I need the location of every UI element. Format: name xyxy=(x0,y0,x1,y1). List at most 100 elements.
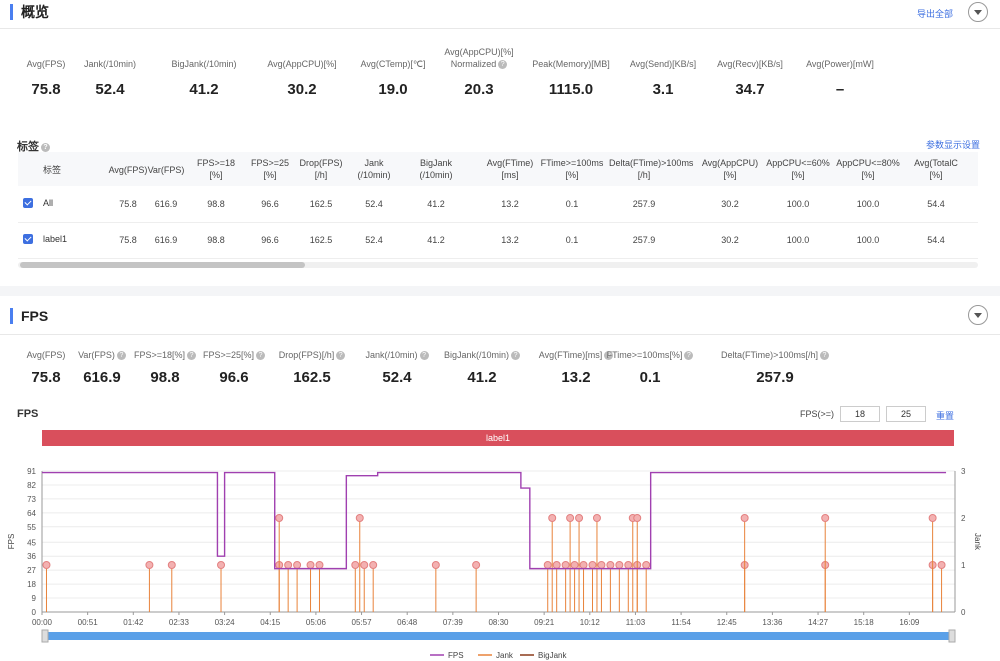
collapse-overview-button[interactable] xyxy=(968,2,988,22)
column-header-line1: Avg(FTime) xyxy=(486,158,534,168)
table-cell: 100.0 xyxy=(786,199,810,209)
jank-point xyxy=(740,514,749,522)
y-tick-label: 0 xyxy=(32,608,37,617)
reset-link[interactable]: 重置 xyxy=(935,411,954,421)
display-settings-link[interactable]: 参数显示设置 xyxy=(925,140,980,150)
jank-point xyxy=(293,561,302,569)
help-icon[interactable]: ? xyxy=(187,351,197,361)
help-icon[interactable]: ? xyxy=(684,351,694,361)
x-tick-label: 05:06 xyxy=(306,618,327,627)
metric-label: Avg(Send)[KB/s] xyxy=(629,59,697,69)
column-header[interactable]: FPS>=18 [%] xyxy=(181,157,251,181)
table-cell: 41.2 xyxy=(427,199,445,209)
help-icon[interactable]: ? xyxy=(511,351,521,361)
metric-label-text: FPS>=18[%] xyxy=(133,350,186,360)
row-checkbox[interactable] xyxy=(23,198,33,208)
table-horizontal-scrollbar[interactable] xyxy=(18,262,978,268)
metric-label: Avg(FPS) xyxy=(0,349,96,361)
fps-chart-title: FPS xyxy=(17,408,39,420)
x-tick-label: 14:27 xyxy=(808,618,829,627)
x-tick-label: 11:54 xyxy=(671,618,691,627)
x-tick-label: 04:15 xyxy=(260,618,281,627)
table-cell: 0.1 xyxy=(565,199,579,209)
table-cell: 96.6 xyxy=(261,199,279,209)
help-icon[interactable]: ? xyxy=(419,351,429,361)
metric-label-text: BigJank(/10min) xyxy=(443,350,510,360)
row-label: label1 xyxy=(43,234,68,244)
column-header[interactable]: FPS>=25 [%] xyxy=(235,157,305,181)
column-header[interactable]: Avg(AppCPU) [%] xyxy=(695,157,765,181)
column-header-line2: [%] xyxy=(791,170,805,180)
table-cell: 257.9 xyxy=(632,199,656,209)
metric-value: 30.2 xyxy=(287,81,317,98)
metric-label-sub-text: Normalized xyxy=(450,59,497,69)
jank-point xyxy=(167,561,176,569)
metric-label: Avg(AppCPU)[%] xyxy=(444,47,514,57)
table-cell: 75.8 xyxy=(119,199,137,209)
collapse-fps-button[interactable] xyxy=(968,305,988,325)
table-row[interactable]: All 75.8 616.9 98.8 96.6 162.5 52.4 41.2 13.2 0.1… xyxy=(18,186,978,223)
help-icon[interactable]: ? xyxy=(819,351,829,361)
metric-label: Avg(FPS) xyxy=(26,59,66,69)
column-header[interactable]: Drop(FPS) [/h] xyxy=(286,157,356,181)
overview-metric: Avg(FPS) 75.8 xyxy=(0,58,96,98)
row-checkbox[interactable] xyxy=(23,234,33,244)
fps-metric: Var(FPS)? 616.9 xyxy=(52,349,152,386)
column-header-line1: Var(FPS) xyxy=(147,165,185,175)
column-header-line1: FPS>=18 xyxy=(196,158,236,168)
table-cell: 162.5 xyxy=(309,199,333,209)
table-cell: 100.0 xyxy=(856,199,880,209)
column-header[interactable]: Delta(FTime)>100ms [/h] xyxy=(609,157,694,181)
fps-threshold-low-input[interactable]: 18 xyxy=(840,406,880,422)
metric-value: 41.2 xyxy=(189,81,219,98)
metric-value: 0.1 xyxy=(639,369,661,386)
fps-jank-chart[interactable]: 0 9 18 27 36 45 55 64 73 82 91 0 1 2 3 FPS Jank 00:00 00:5… xyxy=(0,451,1000,661)
metric-label: Avg(Power)[mW] xyxy=(806,59,874,69)
x-tick-label: 03:24 xyxy=(215,618,236,627)
help-icon[interactable]: ? xyxy=(41,142,50,152)
metric-label: Avg(AppCPU)[%] xyxy=(267,59,337,69)
export-all-link[interactable]: 导出全部 xyxy=(916,9,953,19)
column-header-line1: Delta(FTime)>100ms xyxy=(609,158,694,168)
fps-metric: BigJank(/10min)? 41.2 xyxy=(432,349,532,386)
table-cell: 75.8 xyxy=(119,235,137,245)
column-header-line2: [%] xyxy=(929,170,943,180)
column-header[interactable]: Jank (/10min) xyxy=(339,157,409,181)
metric-label-text: Drop(FPS)[/h] xyxy=(278,350,335,360)
column-header-line1: BigJank xyxy=(419,158,453,168)
column-header[interactable]: FTime>=100ms [%] xyxy=(537,157,607,181)
column-header[interactable]: AppCPU<=60% [%] xyxy=(763,157,833,181)
scrollbar-thumb[interactable] xyxy=(20,262,305,268)
tags-title: 标签? xyxy=(17,138,50,154)
table-cell: 257.9 xyxy=(632,235,656,245)
column-header[interactable]: Var(FPS) xyxy=(131,164,201,176)
jank-point xyxy=(548,514,557,522)
column-header[interactable]: Avg(FTime) [ms] xyxy=(475,157,545,181)
label-band[interactable]: label1 xyxy=(42,430,954,446)
help-icon[interactable]: ? xyxy=(336,351,346,361)
column-header[interactable]: BigJank (/10min) xyxy=(401,157,471,181)
column-header[interactable]: 标签 xyxy=(43,164,83,176)
jank-point xyxy=(597,561,606,569)
jank-point xyxy=(821,514,830,522)
table-row[interactable]: label1 75.8 616.9 98.8 96.6 162.5 52.4 41.2 13.2… xyxy=(18,222,978,259)
metric-label-text: Delta(FTime)>100ms[/h] xyxy=(721,350,818,360)
column-header[interactable]: AppCPU<=80% [%] xyxy=(833,157,903,181)
help-icon[interactable]: ? xyxy=(116,351,126,361)
fps-threshold-controls: FPS(>=) 18 25 xyxy=(0,296,1000,422)
overview-title: 概览 xyxy=(10,4,49,20)
column-header-line2: [%] xyxy=(723,170,737,180)
metric-label: Jank(/10min)? xyxy=(347,349,447,361)
help-icon[interactable]: ? xyxy=(498,60,508,70)
table-cell: 0.1 xyxy=(565,235,579,245)
x-tick-label: 13:36 xyxy=(762,618,783,627)
fps-line xyxy=(42,471,947,570)
column-header[interactable]: Avg(FPS) xyxy=(93,164,163,176)
y-tick-label: 27 xyxy=(27,566,36,575)
help-icon[interactable]: ? xyxy=(256,351,266,361)
fps-threshold-high-input[interactable]: 25 xyxy=(886,406,926,422)
help-icon[interactable]: ? xyxy=(604,351,614,361)
overview-metric: Avg(Recv)[KB/s] 34.7 xyxy=(700,58,800,98)
metric-value: 3.1 xyxy=(652,81,674,98)
column-header[interactable]: Avg(TotalC [%] xyxy=(901,157,971,181)
